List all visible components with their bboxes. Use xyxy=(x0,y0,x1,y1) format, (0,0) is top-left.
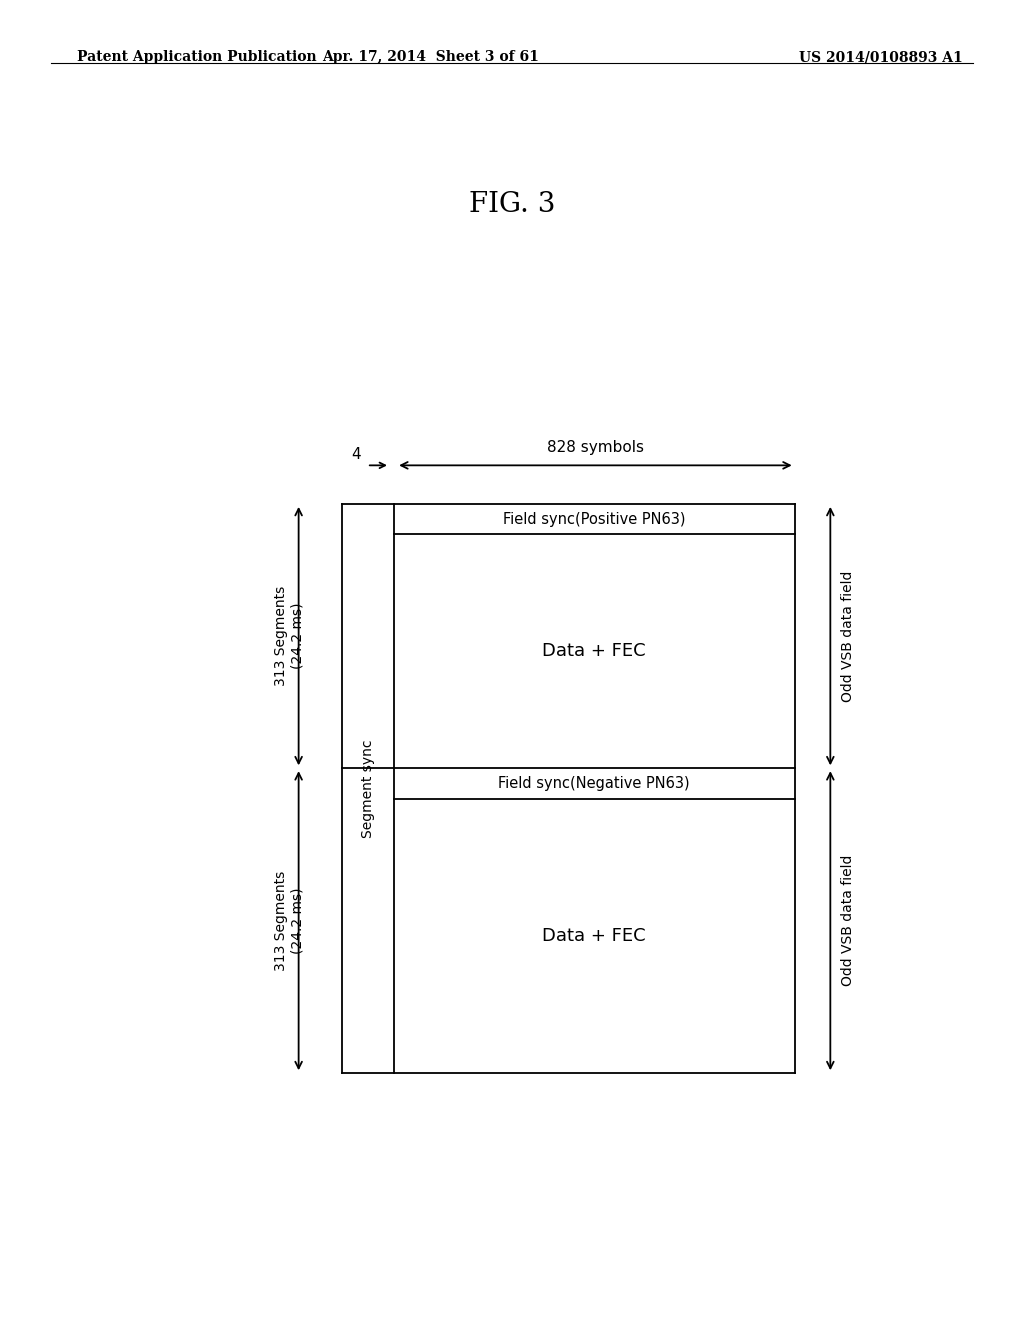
Text: Apr. 17, 2014  Sheet 3 of 61: Apr. 17, 2014 Sheet 3 of 61 xyxy=(322,50,539,65)
Text: 828 symbols: 828 symbols xyxy=(547,440,644,455)
Text: FIG. 3: FIG. 3 xyxy=(469,191,555,218)
Text: Field sync(Positive PN63): Field sync(Positive PN63) xyxy=(503,512,685,527)
Text: Segment sync: Segment sync xyxy=(361,739,375,838)
Text: Patent Application Publication: Patent Application Publication xyxy=(77,50,316,65)
Text: Data + FEC: Data + FEC xyxy=(543,927,646,945)
Text: US 2014/0108893 A1: US 2014/0108893 A1 xyxy=(799,50,963,65)
Text: 313 Segments
(24.2 ms): 313 Segments (24.2 ms) xyxy=(274,871,304,970)
Text: Odd VSB data field: Odd VSB data field xyxy=(841,570,855,702)
Text: 4: 4 xyxy=(352,447,361,462)
Text: Odd VSB data field: Odd VSB data field xyxy=(841,855,855,986)
Text: 313 Segments
(24.2 ms): 313 Segments (24.2 ms) xyxy=(274,586,304,686)
Text: Field sync(Negative PN63): Field sync(Negative PN63) xyxy=(499,776,690,791)
Text: Data + FEC: Data + FEC xyxy=(543,643,646,660)
